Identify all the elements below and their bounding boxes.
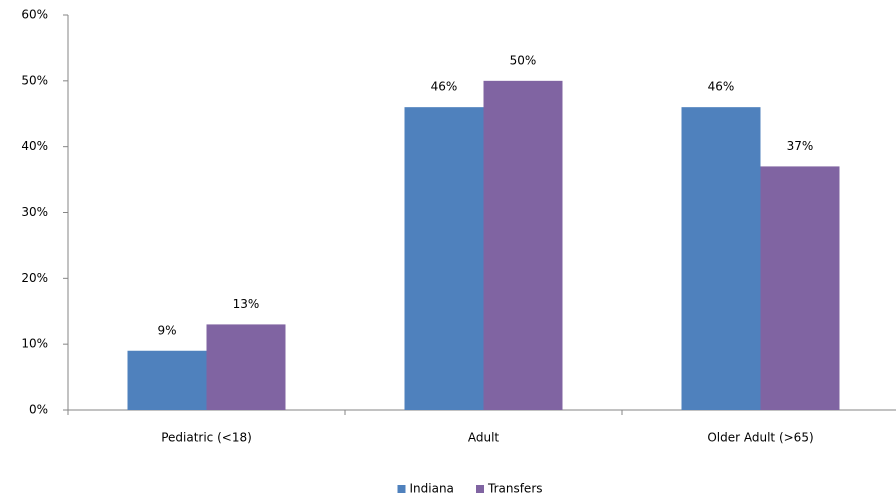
bar: [760, 166, 840, 410]
y-tick-label: 40%: [21, 139, 48, 153]
y-tick-label: 50%: [21, 73, 48, 87]
legend-swatch: [476, 485, 484, 493]
value-label: 46%: [431, 80, 458, 94]
y-tick-label: 0%: [29, 403, 48, 417]
legend-label: Transfers: [487, 482, 543, 496]
y-tick-label: 20%: [21, 271, 48, 285]
value-label: 46%: [708, 80, 735, 94]
legend-swatch: [397, 485, 406, 493]
value-label: 13%: [233, 297, 260, 311]
y-tick-label: 30%: [21, 205, 48, 219]
y-tick-label: 60%: [21, 8, 48, 22]
legend-label: Indiana: [410, 482, 454, 496]
bar: [404, 107, 484, 411]
value-label: 9%: [157, 323, 176, 337]
x-tick-label: Pediatric (<18): [161, 431, 252, 445]
bar: [127, 350, 207, 410]
x-tick-label: Older Adult (>65): [707, 431, 813, 445]
x-tick-label: Adult: [468, 431, 500, 445]
value-label: 50%: [510, 53, 537, 67]
bar: [206, 324, 286, 410]
y-tick-label: 10%: [21, 337, 48, 351]
bar: [483, 80, 563, 410]
bar: [681, 107, 761, 411]
value-label: 37%: [787, 139, 814, 153]
